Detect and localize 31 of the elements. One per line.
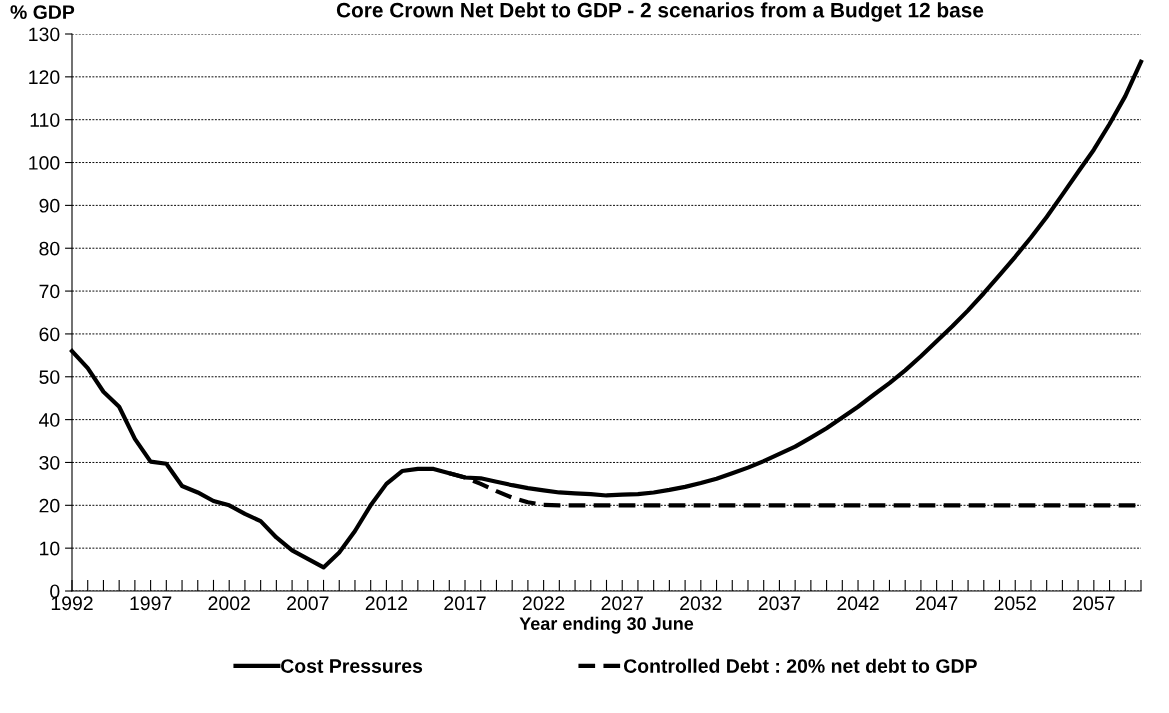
x-axis-title: Year ending 30 June: [519, 616, 694, 634]
x-tick-label: 2007: [287, 596, 329, 611]
x-tick-label: 2017: [444, 596, 486, 611]
y-tick-label: 130: [29, 27, 60, 42]
legend-label: Cost Pressures: [281, 659, 423, 673]
y-tick-label: 70: [39, 284, 60, 299]
y-tick-label: 30: [39, 455, 60, 470]
x-tick-label: 2002: [208, 596, 250, 611]
y-tick-label: 110: [30, 113, 60, 127]
legend-label: Controlled Debt : 20% net debt to GDP: [623, 658, 977, 673]
y-tick-label: 120: [29, 70, 60, 85]
x-tick-label: 2037: [758, 596, 801, 611]
y-tick-label: 90: [39, 198, 60, 213]
x-tick-label: 2027: [601, 596, 643, 611]
y-tick-label: 100: [29, 156, 60, 170]
y-tick-label: 10: [40, 541, 60, 556]
x-tick-label: 2047: [915, 596, 958, 611]
y-axis-title: % GDP: [10, 5, 75, 20]
y-tick-label: 80: [39, 241, 60, 256]
y-tick-label: 60: [39, 327, 60, 342]
x-tick-label: 2042: [837, 596, 879, 611]
x-tick-label: 2022: [522, 596, 565, 611]
chart-title: Core Crown Net Debt to GDP - 2 scenarios from a Budget 12 base: [336, 2, 984, 22]
x-tick-label: 2032: [680, 596, 722, 611]
y-tick-label: 20: [39, 498, 60, 513]
x-tick-label: 2012: [365, 596, 408, 611]
y-tick-label: 50: [39, 370, 60, 385]
x-tick-label: 2057: [1073, 596, 1115, 611]
y-tick-label: 40: [39, 413, 60, 427]
x-tick-label: 2052: [994, 596, 1036, 611]
x-tick-label: 1997: [130, 596, 172, 611]
